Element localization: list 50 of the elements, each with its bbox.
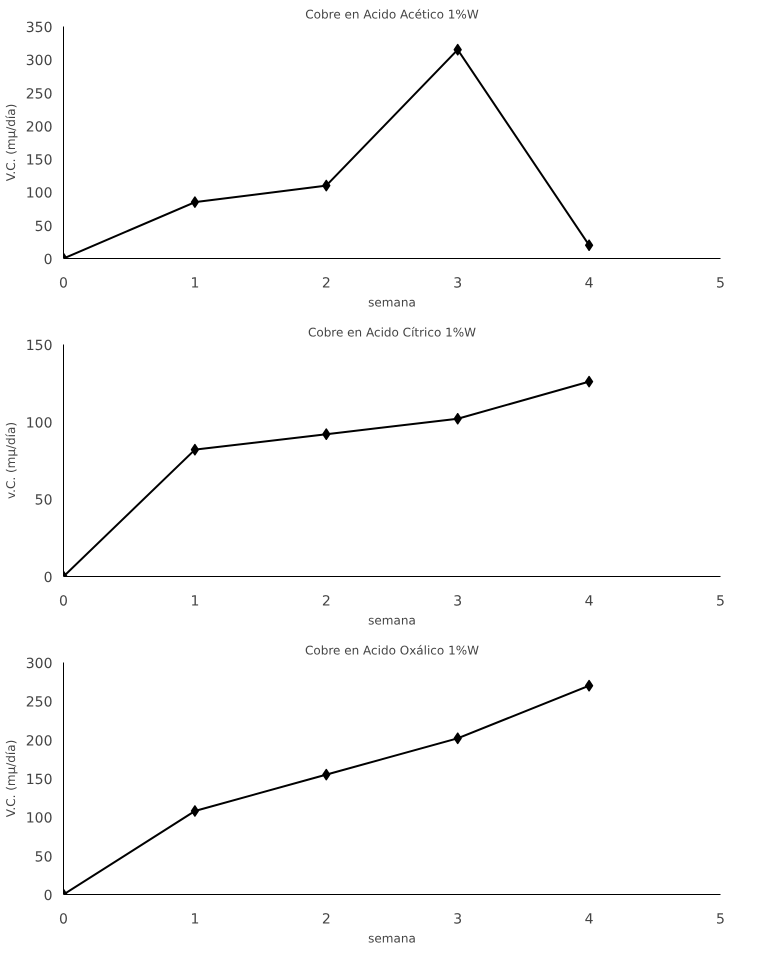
x-tick-label: 2 <box>322 594 331 610</box>
y-tick-label: 150 <box>26 772 53 788</box>
x-tick-label: 0 <box>59 912 68 928</box>
y-tick-label: 350 <box>26 20 53 36</box>
x-tick-label: 5 <box>716 594 725 610</box>
x-tick-label: 5 <box>716 276 725 292</box>
x-axis-title: semana <box>368 614 416 628</box>
x-tick-label: 1 <box>190 594 200 610</box>
y-tick-label: 100 <box>26 186 53 202</box>
y-tick-label: 200 <box>26 119 53 136</box>
x-tick-label: 4 <box>584 912 594 928</box>
x-tick-label: 5 <box>716 912 725 928</box>
y-tick-label: 250 <box>26 694 53 711</box>
y-tick-label: 250 <box>26 86 53 102</box>
x-tick-label: 2 <box>322 912 331 928</box>
y-tick-label: 150 <box>26 152 53 169</box>
y-tick-label: 50 <box>34 849 53 866</box>
x-tick-label: 2 <box>322 276 331 292</box>
y-tick-label: 0 <box>44 570 53 586</box>
x-axis-title: semana <box>368 296 416 310</box>
y-tick-label: 0 <box>44 252 53 268</box>
y-tick-label: 50 <box>34 218 53 235</box>
x-tick-label: 1 <box>190 912 200 928</box>
point <box>190 804 200 817</box>
x-tick-label: 4 <box>584 594 594 610</box>
y-tick-label: 100 <box>26 415 53 432</box>
y-tick-label: 300 <box>26 656 53 672</box>
point <box>190 196 200 208</box>
x-tick-label: 1 <box>190 276 200 292</box>
y-axis-title: V.C. (mμ/día) <box>4 104 18 182</box>
y-tick-label: 0 <box>44 888 53 904</box>
y-tick-label: 150 <box>26 338 53 354</box>
chart-title: Cobre en Acido Acético 1%W <box>305 8 479 22</box>
x-tick-label: 0 <box>59 276 68 292</box>
x-tick-label: 3 <box>453 594 462 610</box>
y-axis-title: V.C. (mμ/día) <box>4 740 18 818</box>
y-tick-label: 100 <box>26 810 53 827</box>
point <box>584 680 594 692</box>
x-tick-label: 3 <box>453 276 462 292</box>
y-tick-label: 200 <box>26 733 53 750</box>
x-tick-label: 4 <box>584 276 594 292</box>
x-axis-title: semana <box>368 932 416 946</box>
chart-title: Cobre en Acido Oxálico 1%W <box>305 644 480 658</box>
point <box>584 239 594 252</box>
y-axis-title: v.C. (mμ/día) <box>4 422 18 500</box>
y-tick-label: 300 <box>26 53 53 70</box>
chart-title: Cobre en Acido Cítrico 1%W <box>308 326 476 340</box>
y-tick-label: 50 <box>34 492 53 509</box>
x-tick-label: 3 <box>453 912 462 928</box>
x-tick-label: 0 <box>59 594 68 610</box>
